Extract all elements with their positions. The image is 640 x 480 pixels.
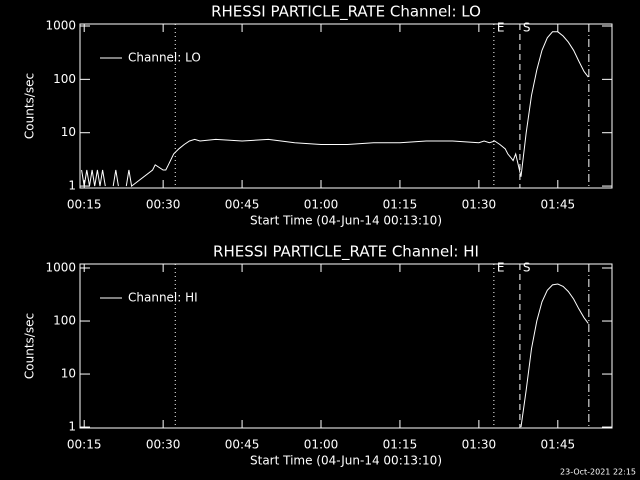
chart-title: RHESSI PARTICLE_RATE Channel: HI bbox=[213, 243, 479, 262]
x-tick-label: 01:30 bbox=[462, 198, 497, 212]
marker-label: S bbox=[523, 261, 531, 275]
x-tick-label: 01:45 bbox=[541, 198, 576, 212]
x-tick-label: 00:30 bbox=[146, 198, 181, 212]
x-tick-label: 01:30 bbox=[462, 438, 497, 452]
x-tick-label: 00:45 bbox=[225, 438, 260, 452]
marker-label: E bbox=[497, 21, 505, 35]
timestamp: 23-Oct-2021 22:15 bbox=[560, 468, 636, 477]
y-tick-label: 100 bbox=[53, 72, 76, 86]
data-line bbox=[81, 31, 589, 188]
y-tick-label: 1000 bbox=[45, 261, 76, 275]
chart-title: RHESSI PARTICLE_RATE Channel: LO bbox=[211, 3, 481, 22]
x-tick-label: 01:15 bbox=[383, 438, 418, 452]
x-axis-label: Start Time (04-Jun-14 00:13:10) bbox=[250, 454, 442, 468]
x-tick-label: 01:45 bbox=[541, 438, 576, 452]
x-tick-label: 01:00 bbox=[304, 438, 339, 452]
x-tick-label: 00:15 bbox=[67, 438, 102, 452]
y-tick-label: 1000 bbox=[45, 18, 76, 32]
x-tick-label: 01:00 bbox=[304, 198, 339, 212]
y-tick-label: 1 bbox=[68, 179, 76, 193]
x-axis-label: Start Time (04-Jun-14 00:13:10) bbox=[250, 214, 442, 228]
marker-label: E bbox=[497, 261, 505, 275]
y-axis-label: Counts/sec bbox=[23, 73, 37, 139]
x-tick-label: 01:15 bbox=[383, 198, 418, 212]
data-line bbox=[520, 283, 589, 428]
x-tick-label: 00:45 bbox=[225, 198, 260, 212]
y-tick-label: 1 bbox=[68, 420, 76, 434]
x-tick-label: 00:15 bbox=[67, 198, 102, 212]
legend-label: Channel: HI bbox=[128, 291, 198, 305]
y-tick-label: 10 bbox=[61, 367, 76, 381]
y-tick-label: 10 bbox=[61, 125, 76, 139]
y-tick-label: 100 bbox=[53, 314, 76, 328]
legend-label: Channel: LO bbox=[128, 51, 201, 65]
plot-frame bbox=[79, 263, 613, 429]
plot-frame bbox=[79, 23, 613, 189]
marker-label: S bbox=[523, 21, 531, 35]
x-tick-label: 00:30 bbox=[146, 438, 181, 452]
y-axis-label: Counts/sec bbox=[23, 313, 37, 379]
